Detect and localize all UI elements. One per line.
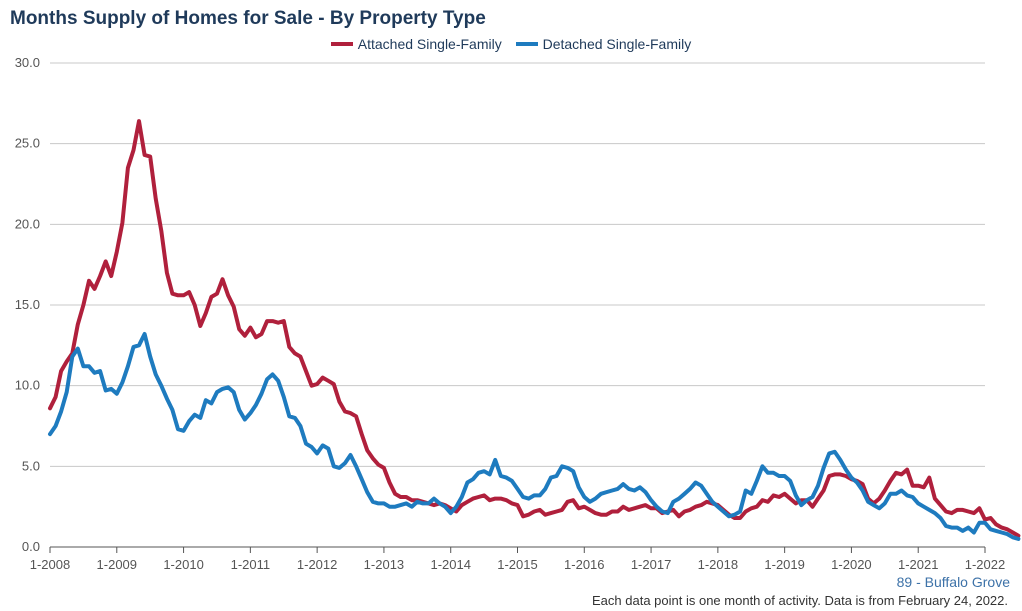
x-tick-label: 1-2022 (965, 557, 1005, 572)
x-tick-label: 1-2015 (497, 557, 537, 572)
chart-footnote: Each data point is one month of activity… (592, 593, 1008, 608)
legend-label-detached: Detached Single-Family (542, 36, 692, 52)
y-tick-label: 15.0 (15, 297, 40, 312)
x-tick-label: 1-2011 (231, 557, 271, 572)
x-tick-label: 1-2018 (698, 557, 738, 572)
x-tick-label: 1-2019 (764, 557, 804, 572)
legend-item-attached[interactable]: Attached Single-Family (330, 36, 502, 52)
legend-swatch-detached (515, 42, 538, 47)
y-tick-label: 20.0 (15, 216, 40, 231)
x-tick-label: 1-2021 (898, 557, 938, 572)
x-tick-label: 1-2016 (564, 557, 604, 572)
y-tick-label: 30.0 (15, 55, 40, 70)
y-tick-label: 10.0 (15, 378, 40, 393)
x-tick-label: 1-2014 (430, 557, 470, 572)
series-line-detached (48, 332, 1021, 541)
y-tick-label: 0.0 (22, 539, 40, 554)
x-tick-label: 1-2009 (97, 557, 137, 572)
series-lines (48, 119, 1021, 541)
chart-title: Months Supply of Homes for Sale - By Pro… (10, 8, 486, 29)
legend-item-detached[interactable]: Detached Single-Family (515, 36, 692, 52)
chart-legend: Attached Single-Family Detached Single-F… (0, 36, 1022, 52)
axes: 0.0 5.0 10.0 15.0 20.0 25.0 30.0 1-2008 1-2009 1-… (15, 55, 1006, 572)
x-tick-label: 1-2008 (30, 557, 70, 572)
y-tick-label: 5.0 (22, 458, 40, 473)
x-tick-label: 1-2013 (364, 557, 404, 572)
series-line-attached (48, 119, 1021, 538)
y-tick-label: 25.0 (15, 136, 40, 151)
x-tick-label: 1-2017 (631, 557, 671, 572)
x-tick-label: 1-2012 (297, 557, 337, 572)
legend-swatch-attached (330, 42, 353, 47)
chart-subtitle: 89 - Buffalo Grove (896, 574, 1010, 590)
x-tick-label: 1-2020 (831, 557, 871, 572)
x-tick-label: 1-2010 (163, 557, 203, 572)
legend-label-attached: Attached Single-Family (357, 36, 502, 52)
